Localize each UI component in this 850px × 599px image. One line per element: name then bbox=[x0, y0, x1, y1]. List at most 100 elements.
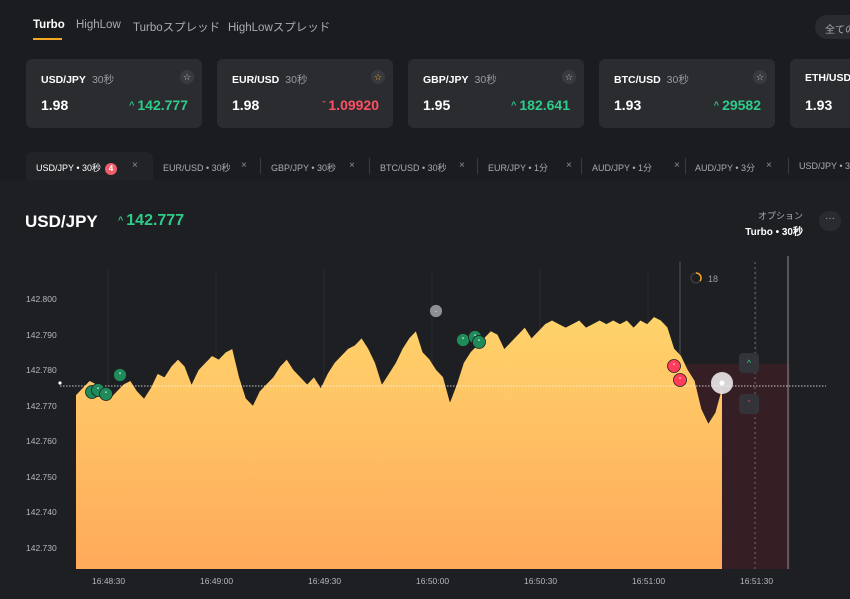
close-icon[interactable]: × bbox=[766, 160, 772, 171]
tab-divider bbox=[685, 158, 686, 174]
close-icon[interactable]: × bbox=[674, 160, 680, 171]
tab-label: AUD/JPY • 1分 bbox=[592, 163, 653, 173]
trade-marker-down[interactable] bbox=[673, 373, 687, 387]
more-options-button[interactable]: ··· bbox=[819, 211, 841, 231]
arrow-up-icon: ^ bbox=[713, 100, 720, 110]
x-tick-label: 16:50:00 bbox=[416, 576, 450, 586]
arrow-down-icon: ˅ bbox=[672, 363, 676, 371]
card-rate: ˇ 1.09920 bbox=[322, 97, 379, 113]
price-line bbox=[75, 316, 723, 424]
y-tick-label: 142.780 bbox=[26, 365, 57, 375]
asset-card-btcusd[interactable]: BTC/USD 30秒 ☆ 1.93 ^ 29582 bbox=[599, 59, 775, 128]
close-icon[interactable]: × bbox=[459, 160, 465, 171]
nav-tab-turbo-spread[interactable]: Turboスプレッド bbox=[133, 22, 221, 34]
star-icon[interactable]: ☆ bbox=[562, 70, 576, 84]
arrow-up-icon: ˄ bbox=[96, 387, 100, 395]
arrow-up-icon: ˄ bbox=[461, 337, 465, 345]
rate-line-start-dot bbox=[58, 381, 62, 385]
y-tick-label: 142.770 bbox=[26, 400, 57, 411]
trade-marker-up[interactable] bbox=[472, 335, 486, 349]
arrow-up-icon: ˄ bbox=[104, 391, 108, 399]
asset-tab-audjpy-1m[interactable]: AUD/JPY • 1分 × bbox=[592, 152, 688, 180]
current-price-center bbox=[719, 380, 725, 386]
nav-tab-highlow-spread[interactable]: HighLowスプレッド bbox=[228, 22, 331, 34]
card-rate: ^ 182.641 bbox=[511, 97, 570, 113]
tab-label: BTC/USD • 30秒 bbox=[380, 163, 447, 173]
active-tab-indicator bbox=[33, 38, 62, 40]
trade-marker-up[interactable] bbox=[99, 387, 113, 401]
asset-card-usdjpy[interactable]: USD/JPY 30秒 ☆ 1.98 ^ 142.777 bbox=[26, 59, 202, 128]
low-button[interactable]: ˇ bbox=[739, 394, 759, 414]
x-tick-label: 16:48:30 bbox=[92, 576, 126, 586]
asset-card-gbpjpy[interactable]: GBP/JPY 30秒 ☆ 1.95 ^ 182.641 bbox=[408, 59, 584, 128]
tab-label: USD/JPY • 3 bbox=[799, 161, 850, 171]
card-payout: 1.95 bbox=[423, 97, 451, 113]
asset-tab-eurusd-30s[interactable]: EUR/USD • 30秒 × bbox=[163, 152, 259, 180]
option-label: オプション bbox=[757, 211, 803, 221]
x-tick-label: 16:50:30 bbox=[524, 576, 558, 586]
asset-tab-btcusd-30s[interactable]: BTC/USD • 30秒 × bbox=[380, 152, 476, 180]
asset-tab-bar: USD/JPY • 30秒 4 × EUR/USD • 30秒 × GBP/JPY… bbox=[0, 152, 850, 180]
option-value: Turbo • 30秒 bbox=[745, 227, 803, 238]
tab-divider bbox=[260, 158, 261, 174]
arrow-down-icon: ˅ bbox=[678, 377, 682, 385]
y-tick-label: 142.790 bbox=[26, 329, 57, 340]
tab-divider bbox=[369, 158, 370, 174]
tab-label: EUR/USD • 30秒 bbox=[163, 163, 231, 173]
star-icon[interactable]: ☆ bbox=[371, 70, 385, 84]
y-tick-label: 142.760 bbox=[26, 436, 57, 446]
x-tick-label: 16:49:30 bbox=[308, 576, 342, 586]
card-payout: 1.93 bbox=[614, 97, 642, 113]
asset-tab-eurjpy-1m[interactable]: EUR/JPY • 1分 × bbox=[488, 152, 584, 180]
high-button[interactable]: ^ bbox=[739, 353, 759, 373]
close-icon[interactable]: × bbox=[241, 160, 247, 171]
timer-progress bbox=[695, 272, 702, 282]
trade-marker-neutral[interactable] bbox=[429, 304, 443, 318]
star-icon[interactable]: ☆ bbox=[753, 70, 767, 84]
tab-label: EUR/JPY • 1分 bbox=[488, 163, 549, 173]
star-icon[interactable]: ☆ bbox=[180, 70, 194, 84]
card-pair: BTC/USD 30秒 bbox=[614, 74, 689, 86]
tab-divider bbox=[788, 158, 789, 174]
y-tick-label: 142.730 bbox=[26, 542, 57, 553]
close-icon[interactable]: × bbox=[566, 160, 572, 171]
x-tick-label: 16:51:00 bbox=[632, 576, 666, 586]
countdown-timer: 18 bbox=[708, 274, 719, 284]
nav-tab-highlow[interactable]: HighLow bbox=[76, 19, 121, 31]
tab-label: AUD/JPY • 3分 bbox=[695, 163, 756, 173]
arrow-up-icon: ˄ bbox=[118, 372, 122, 380]
asset-tab-gbpjpy-30s[interactable]: GBP/JPY • 30秒 × bbox=[271, 152, 367, 180]
close-icon[interactable]: × bbox=[132, 160, 138, 171]
arrow-up-icon: ^ bbox=[129, 100, 135, 110]
arrow-down-icon: ˇ bbox=[322, 100, 326, 110]
card-rate: ^ 142.777 bbox=[129, 97, 188, 113]
top-nav: Turbo HighLow Turboスプレッド HighLowスプレッド 全て… bbox=[0, 0, 850, 50]
tab-divider bbox=[581, 158, 582, 174]
x-tick-label: 16:49:00 bbox=[200, 576, 234, 586]
asset-card-ethusd[interactable]: ETH/USD 1.93 bbox=[790, 59, 850, 128]
nav-tab-turbo[interactable]: Turbo bbox=[33, 19, 65, 31]
asset-card-eurusd[interactable]: EUR/USD 30秒 ☆ 1.98 ˇ 1.09920 bbox=[217, 59, 393, 128]
arrow-up-icon: ^ bbox=[118, 215, 124, 225]
card-payout: 1.98 bbox=[41, 97, 69, 113]
y-tick-label: 142.740 bbox=[26, 507, 57, 517]
card-pair: GBP/JPY 30秒 bbox=[423, 74, 497, 86]
card-payout: 1.98 bbox=[232, 97, 260, 113]
tab-label: GBP/JPY • 30秒 bbox=[271, 163, 337, 173]
asset-tab-audjpy-3m[interactable]: AUD/JPY • 3分 × bbox=[695, 152, 791, 180]
y-tick-label: 142.800 bbox=[26, 294, 57, 304]
all-assets-button[interactable]: 全ての bbox=[815, 15, 850, 39]
arrow-up-icon: ˄ bbox=[477, 339, 481, 347]
arrow-up-icon: · bbox=[435, 308, 437, 316]
trade-marker-down[interactable] bbox=[667, 359, 681, 373]
trade-marker-up[interactable] bbox=[113, 368, 127, 382]
arrow-up-icon: ^ bbox=[511, 100, 517, 110]
price-area bbox=[76, 316, 722, 569]
close-icon[interactable]: × bbox=[349, 160, 355, 171]
asset-tab-usdjpy-30s[interactable]: USD/JPY • 30秒 4 × bbox=[26, 152, 153, 180]
y-tick-label: 142.750 bbox=[26, 471, 57, 482]
card-pair: ETH/USD bbox=[805, 72, 850, 84]
asset-tab-usdjpy-3m[interactable]: USD/JPY • 3 bbox=[799, 152, 850, 180]
chart-pair-title: USD/JPY bbox=[25, 212, 98, 231]
